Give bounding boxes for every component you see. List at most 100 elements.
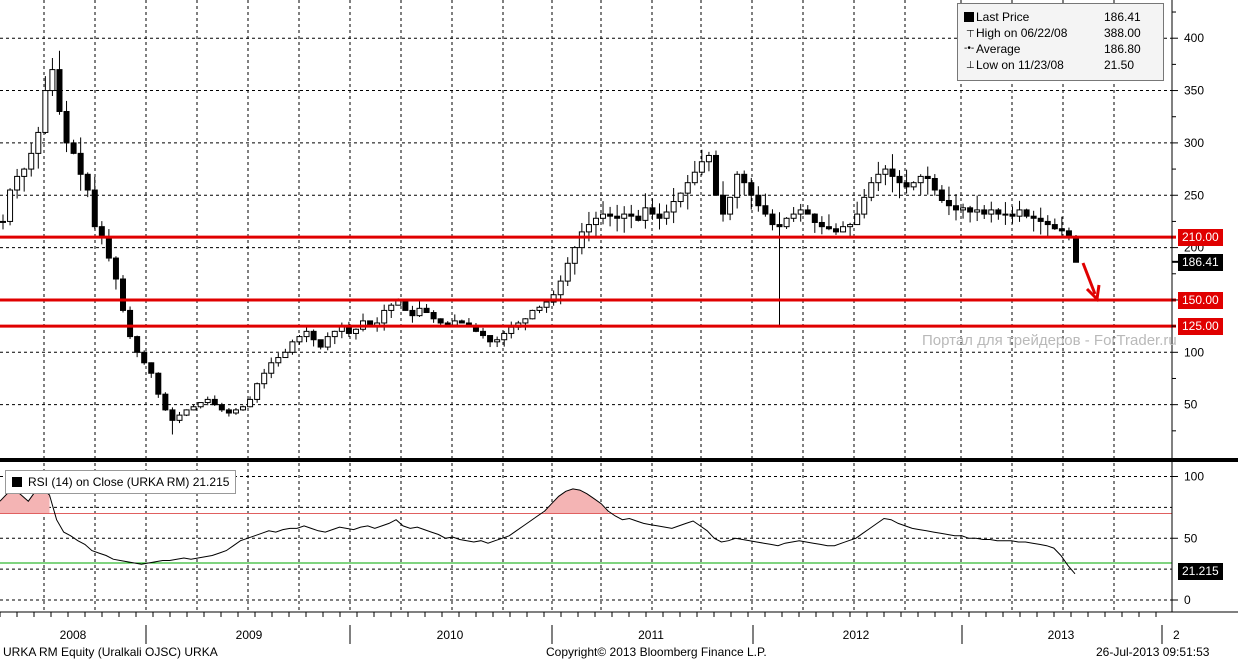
candle-body [91,189,98,228]
candle-body [35,131,42,154]
candle-body [275,357,282,364]
level-tag-125: 125.00 [1178,318,1223,335]
candle-body [105,236,112,259]
candle-body [621,213,628,219]
candle-body [1023,209,1030,217]
candle-body [169,409,176,421]
y-tick-label: 50 [1184,398,1198,412]
candle-body [127,309,134,338]
candle-body [381,309,388,324]
high-marker-icon: ⊤ [966,29,975,40]
candle-body [211,398,218,406]
candle-body [776,224,783,228]
candle-body [642,207,649,221]
candle-body [670,201,677,213]
candle-body [705,154,712,163]
candle-body [924,175,931,179]
candle-body [141,351,148,364]
candle-body [1002,213,1009,216]
candle-body [49,69,56,92]
candle-body [176,414,183,421]
candle-body [409,309,416,317]
candle-body [289,341,296,353]
candle-body [28,152,35,170]
candle-body [232,409,239,414]
candle-body [268,362,275,374]
legend-label: Last Price [976,10,1030,24]
candle-body [303,330,310,338]
candle-body [423,307,430,314]
candle-body [240,406,247,411]
candle-body [677,192,684,203]
candle-body [960,207,967,211]
candle-body [875,173,882,184]
candle-body [529,309,536,320]
candle-body [578,231,585,249]
candle-body [945,199,952,207]
candle-body [282,351,289,359]
rsi-y-tick-label: 100 [1184,470,1204,484]
x-tick-label: 2012 [843,628,870,642]
legend-average: -•- Average 186.80 [964,41,1141,57]
arrow-shaft [1081,262,1097,295]
candle-body [7,189,14,222]
candle-body [197,402,204,408]
candle-body [352,328,359,334]
candle-body [840,226,847,233]
price-legend: Last Price 186.41 ⊤ High on 06/22/08 388.0… [957,3,1164,81]
candle-body [592,217,599,226]
price-panel-grid [0,0,1172,458]
candle-body [1058,228,1065,232]
candle-body [804,209,811,215]
candle-body [981,209,988,215]
candle-body [967,207,974,213]
last-price-tag: 186.41 [1178,254,1223,271]
candle-body [684,182,691,194]
candle-body [931,177,938,191]
candle-body [628,213,635,217]
candle-body [1073,236,1079,263]
candle-body [416,307,423,317]
candle-body [63,110,70,144]
candle-body [77,152,84,175]
candle-body [56,69,63,112]
candle-body [1051,224,1058,230]
rsi-last-tag: 21.215 [1178,563,1223,580]
candle-body [317,339,324,348]
candle-body [254,383,261,400]
candle-body [148,362,155,374]
candle-body [190,406,197,411]
candle-body [204,398,211,404]
candle-body [720,194,727,215]
candle-body [155,372,162,395]
candle-body [712,154,719,196]
candle-body [120,278,127,311]
legend-value: 21.50 [1104,58,1135,72]
candle-body [663,211,670,219]
candle-body [162,393,169,411]
candle-body [861,196,868,215]
candle-body [832,228,839,233]
legend-label: Low on 11/23/08 [976,58,1064,72]
candle-body [988,209,995,215]
x-tick-label: 2 [1173,628,1180,642]
legend-high: ⊤ High on 06/22/08 388.00 [966,25,1141,41]
candle-body [437,318,444,324]
footer-ticker: URKA RM Equity (Uralkali OJSC) URKA [3,645,218,659]
candle-body [938,189,945,201]
filled-square-icon [12,477,22,487]
level-tag-210: 210.00 [1178,229,1223,246]
watermark: Портал для трейдеров - ForTrader.ru [922,332,1177,349]
candle-body [218,404,225,411]
candle-body [21,168,28,177]
legend-low: ⊥ Low on 11/23/08 21.50 [966,57,1134,73]
candle-body [324,336,331,348]
candle-body [818,221,825,228]
candle-body [882,168,889,175]
candle-body [550,294,557,303]
candle-body [1037,217,1044,222]
candle-body [847,224,854,228]
candle-body [402,299,409,311]
candle-body [783,217,790,228]
